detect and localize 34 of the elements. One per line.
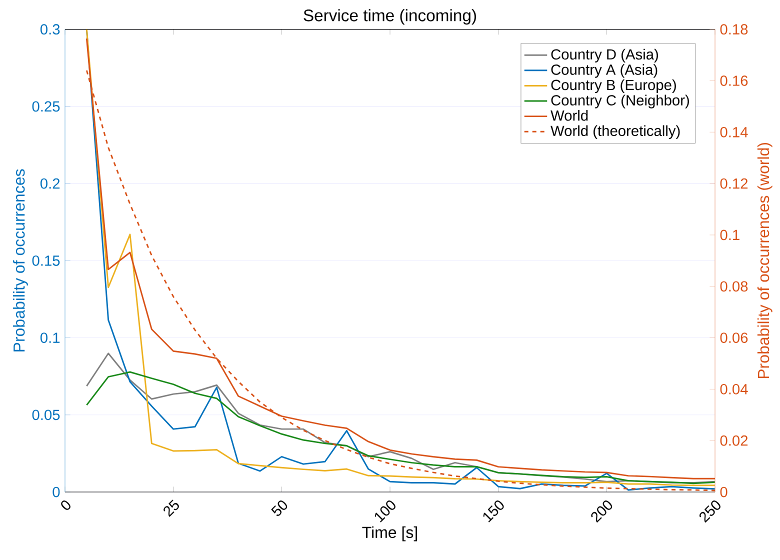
x-tick-label: 250 <box>699 500 720 523</box>
y2-tick-label: 0.08 <box>720 281 748 292</box>
x-tick-label: 200 <box>591 500 612 523</box>
x-tick-label: 0 <box>61 500 70 510</box>
x-tick-label: 150 <box>483 500 504 522</box>
y-tick-label: 0.2 <box>40 178 60 189</box>
y2-tick-label: 0.06 <box>720 332 748 343</box>
y2-tick-label: 0 <box>720 486 728 498</box>
y-tick-label: 0.1 <box>40 332 60 343</box>
legend-label: Country D (Asia) <box>551 48 658 62</box>
y-tick-label: 0.15 <box>32 255 60 266</box>
legend-label: Country B (Europe) <box>551 79 676 94</box>
legend-label: World <box>550 110 588 121</box>
chart-title: Service time (incoming) <box>304 9 476 25</box>
x-axis-title: Time [s] <box>362 526 417 542</box>
y2-tick-label: 0.18 <box>720 24 748 35</box>
y-tick-label: 0 <box>52 486 60 498</box>
y2-tick-label: 0.1 <box>720 230 740 240</box>
y2-tick-label: 0.12 <box>720 178 748 189</box>
y-axis-title: Probability of occurrences <box>13 169 28 352</box>
y-tick-label: 0.05 <box>32 410 60 420</box>
legend-label: World (theoretically) <box>550 125 680 139</box>
legend-label: Country C (Neighbor) <box>551 94 689 108</box>
y2-tick-label: 0.16 <box>720 76 748 86</box>
y2-tick-label: 0.04 <box>720 384 748 394</box>
y-tick-label: 0.3 <box>40 24 60 35</box>
x-tick-label: 100 <box>374 500 396 522</box>
y2-axis-title: Probability of occurrences (world) <box>757 143 772 378</box>
y2-tick-label: 0.02 <box>720 435 748 446</box>
x-tick-label: 50 <box>271 500 288 516</box>
y-tick-label: 0.25 <box>32 101 60 112</box>
legend-label: Country A (Asia) <box>551 64 658 78</box>
x-tick-label: 25 <box>164 500 179 517</box>
y2-tick-label: 0.14 <box>720 126 748 138</box>
